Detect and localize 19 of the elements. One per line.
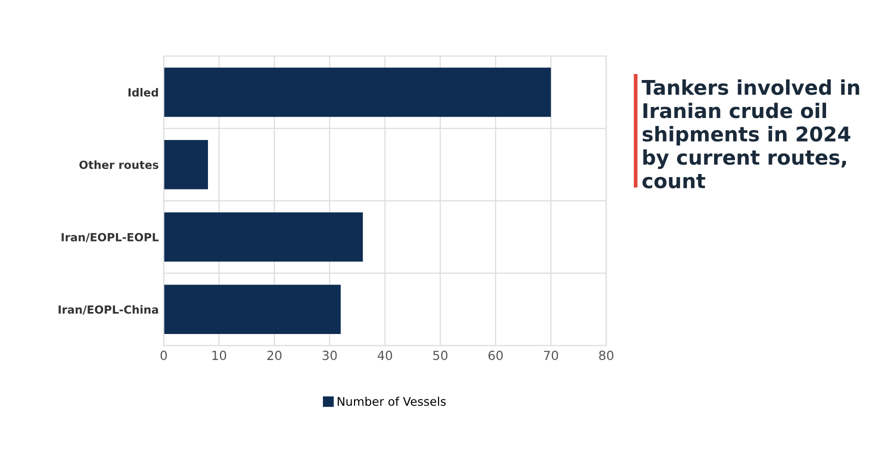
x-tick-label: 0 [160, 350, 167, 360]
bar [164, 68, 551, 117]
x-tick-label: 20 [267, 350, 282, 360]
y-tick-label: Iran/EOPL-EOPL [62, 232, 159, 242]
bar [164, 284, 341, 334]
x-tick-label: 40 [378, 350, 392, 360]
x-tick-label: 50 [433, 350, 448, 360]
x-tick-label: 30 [322, 350, 337, 360]
x-tick-label: 80 [599, 350, 614, 360]
bar [164, 212, 363, 262]
legend-label: Number of Vessels [338, 396, 446, 406]
x-tick-label: 70 [544, 350, 558, 360]
y-tick-label: Idled [128, 88, 158, 97]
y-tick-label: Other routes [79, 160, 158, 169]
bar [164, 140, 208, 190]
y-tick-label: Iran/EOPL-China [58, 305, 158, 315]
x-tick-label: 10 [212, 350, 226, 360]
text: Tankers involved in Iranian crude oil shipments in 2024 by current routes, count [642, 79, 860, 188]
x-tick-label: 60 [488, 350, 503, 360]
